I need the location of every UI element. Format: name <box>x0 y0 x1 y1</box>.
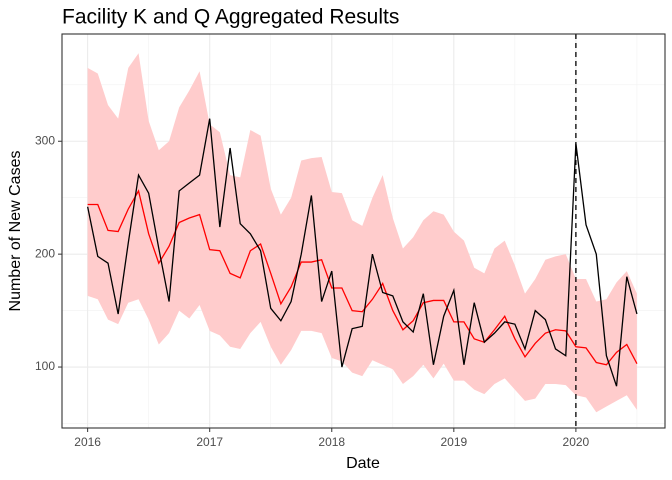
y-tick-label: 300 <box>35 133 55 147</box>
chart-title: Facility K and Q Aggregated Results <box>62 6 399 29</box>
x-tick-label: 2016 <box>74 435 101 449</box>
panel-border <box>61 33 666 429</box>
x-tick-label: 2017 <box>196 435 223 449</box>
x-tick-label: 2019 <box>440 435 467 449</box>
y-axis-label: Number of New Cases <box>7 151 24 312</box>
x-axis-label: Date <box>346 455 380 472</box>
x-tick-label: 2018 <box>318 435 345 449</box>
series-line <box>86 118 638 387</box>
series-line <box>87 189 638 366</box>
y-tick-label: 100 <box>35 359 55 373</box>
y-tick-label: 200 <box>35 246 55 260</box>
x-tick-label: 2020 <box>563 435 590 449</box>
